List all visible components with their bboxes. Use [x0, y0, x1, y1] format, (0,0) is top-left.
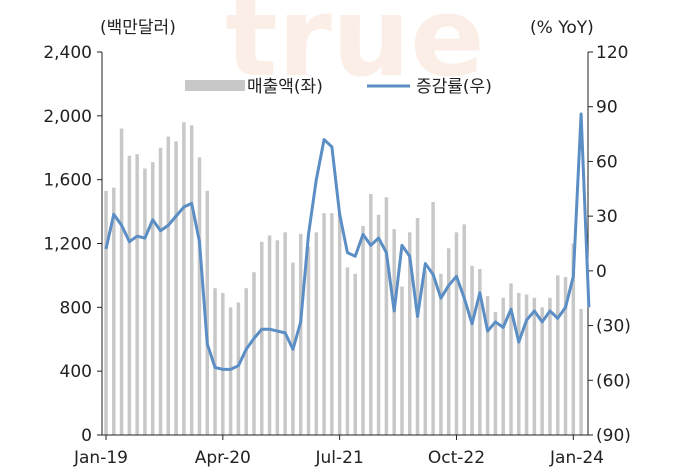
bar-33: [361, 225, 365, 435]
bar-18: [244, 288, 248, 435]
right-tick-label: 30: [596, 207, 618, 227]
bar-11: [189, 125, 194, 435]
left-tick-label: 2,000: [43, 107, 92, 127]
right-tick-label: 0: [596, 262, 607, 282]
bar-10: [182, 122, 186, 435]
bar-46: [462, 224, 467, 435]
bar-19: [252, 272, 256, 435]
bar-47: [470, 265, 474, 435]
x-tick-label: Apr-20: [195, 448, 251, 468]
bar-45: [454, 232, 459, 435]
bar-34: [369, 194, 373, 435]
bar-37: [392, 229, 396, 435]
bar-36: [384, 197, 389, 435]
bar-21: [267, 235, 272, 435]
bar-16: [228, 307, 233, 435]
bar-40: [415, 217, 420, 435]
x-tick-label: Jan-24: [549, 448, 604, 468]
bar-41: [423, 270, 428, 435]
watermark: true: [225, 0, 485, 101]
bar-50: [493, 312, 498, 435]
bar-32: [353, 273, 357, 435]
bar-12: [197, 157, 202, 435]
axes: 0 400 800 1,200 1,600 2,000 2,400 (90) (60) (30) 0…: [43, 43, 631, 468]
x-tick-label: Jul-21: [315, 448, 364, 468]
bar-30: [337, 213, 342, 435]
left-tick-label: 800: [60, 298, 92, 318]
bar-6: [150, 162, 155, 436]
legend-swatch-bars: [185, 80, 245, 91]
bar-20: [260, 241, 264, 435]
bar-51: [501, 297, 505, 435]
left-tick-label: 2,400: [43, 43, 92, 63]
bar-31: [345, 267, 350, 435]
right-tick-label: 60: [596, 152, 618, 172]
bar-series: [104, 122, 583, 436]
bar-8: [166, 136, 171, 435]
left-tick-label: 0: [81, 426, 92, 446]
bar-39: [408, 232, 412, 435]
bar-7: [158, 147, 163, 435]
bar-35: [376, 214, 381, 435]
left-tick-label: 1,600: [43, 171, 92, 191]
bar-38: [400, 286, 404, 435]
right-tick-label: (60): [596, 371, 631, 391]
bar-55: [532, 297, 537, 435]
bar-3: [127, 155, 132, 436]
legend: 매출액(좌) 증감률(우): [185, 77, 492, 97]
bar-57: [548, 297, 552, 435]
bar-27: [314, 232, 319, 435]
bar-53: [517, 292, 521, 435]
bar-15: [221, 292, 225, 435]
line-series: [104, 112, 591, 371]
bar-25: [298, 233, 303, 435]
right-axis-unit: (% YoY): [530, 18, 594, 38]
bar-0: [104, 190, 108, 435]
bar-42: [431, 202, 435, 435]
bar-59: [563, 277, 568, 435]
legend-label-line: 증감률(우): [416, 77, 492, 97]
bar-48: [478, 269, 482, 435]
right-tick-label: 120: [596, 43, 628, 63]
legend-label-bars: 매출액(좌): [247, 77, 323, 97]
bar-49: [485, 296, 490, 435]
bar-17: [236, 302, 241, 435]
left-axis-unit: (백만달러): [100, 18, 176, 38]
growth-rate-line: [104, 112, 591, 371]
bar-54: [524, 294, 529, 435]
bar-22: [275, 240, 280, 435]
x-tick-label: Jan-19: [73, 448, 128, 468]
bar-61: [579, 308, 583, 435]
right-tick-label: (30): [596, 317, 631, 337]
bar-14: [213, 288, 217, 435]
bar-56: [540, 307, 544, 435]
right-tick-label: (90): [596, 426, 631, 446]
left-tick-label: 1,200: [43, 235, 92, 255]
bar-44: [446, 248, 451, 435]
bar-13: [205, 190, 209, 435]
bar-4: [135, 154, 139, 435]
bar-28: [322, 213, 326, 435]
right-tick-label: 90: [596, 98, 618, 118]
bar-2: [119, 128, 124, 435]
bar-26: [306, 246, 311, 435]
bar-5: [143, 168, 147, 435]
bar-52: [509, 283, 513, 435]
bar-60: [571, 243, 576, 435]
bar-58: [555, 275, 560, 435]
bar-29: [330, 213, 334, 435]
x-tick-label: Oct-22: [428, 448, 485, 468]
bar-43: [439, 273, 443, 435]
bar-1: [112, 187, 116, 435]
bar-9: [174, 141, 178, 435]
left-tick-label: 400: [60, 362, 92, 382]
